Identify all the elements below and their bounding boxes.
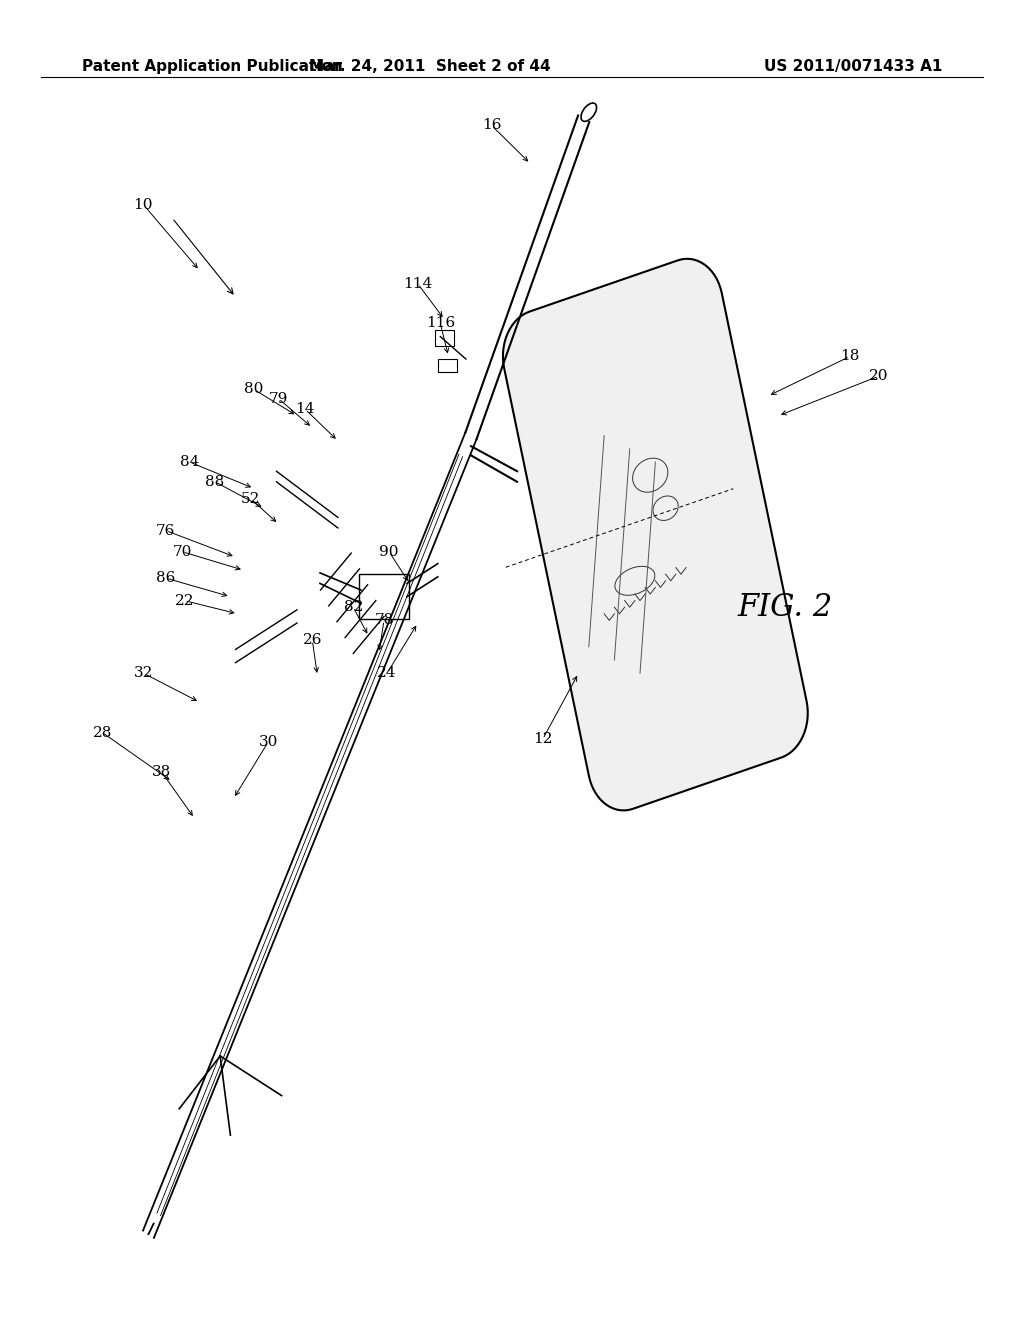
Text: US 2011/0071433 A1: US 2011/0071433 A1 — [764, 59, 942, 74]
Text: 76: 76 — [157, 524, 175, 537]
Text: 79: 79 — [269, 392, 288, 405]
Text: 12: 12 — [532, 733, 553, 746]
Text: 86: 86 — [157, 572, 175, 585]
Text: 70: 70 — [173, 545, 191, 558]
Text: Mar. 24, 2011  Sheet 2 of 44: Mar. 24, 2011 Sheet 2 of 44 — [309, 59, 551, 74]
Text: 18: 18 — [841, 350, 859, 363]
Bar — [435, 330, 454, 346]
Text: 78: 78 — [375, 614, 393, 627]
Text: 26: 26 — [302, 634, 323, 647]
Text: 80: 80 — [245, 383, 263, 396]
Text: 116: 116 — [426, 317, 455, 330]
Text: 28: 28 — [93, 726, 112, 739]
Text: 84: 84 — [180, 455, 199, 469]
Text: 38: 38 — [153, 766, 171, 779]
Text: 22: 22 — [174, 594, 195, 607]
Text: 30: 30 — [259, 735, 278, 748]
Text: 16: 16 — [481, 119, 502, 132]
Text: 114: 114 — [403, 277, 432, 290]
Text: 82: 82 — [344, 601, 362, 614]
Text: 88: 88 — [206, 475, 224, 488]
Text: 32: 32 — [134, 667, 153, 680]
Text: 20: 20 — [868, 370, 889, 383]
Text: 24: 24 — [377, 667, 397, 680]
Text: 52: 52 — [242, 492, 260, 506]
Text: Patent Application Publication: Patent Application Publication — [82, 59, 343, 74]
Text: 90: 90 — [379, 545, 399, 558]
Text: 10: 10 — [133, 198, 154, 211]
Text: FIG. 2: FIG. 2 — [737, 591, 833, 623]
Polygon shape — [503, 259, 808, 810]
Text: 14: 14 — [295, 403, 315, 416]
Bar — [438, 359, 457, 372]
FancyBboxPatch shape — [358, 574, 409, 619]
